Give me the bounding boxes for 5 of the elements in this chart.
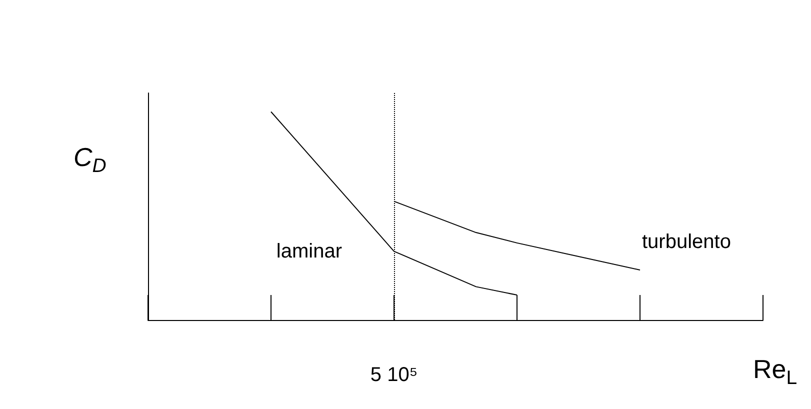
series-label: turbulento xyxy=(642,231,731,254)
text: 5 10⁵ xyxy=(370,364,418,386)
y-axis-title: C$_{D}$ xyxy=(74,142,106,177)
x-axis-title: Re$_{L}$ xyxy=(753,354,798,389)
series-label: laminar xyxy=(276,240,342,262)
